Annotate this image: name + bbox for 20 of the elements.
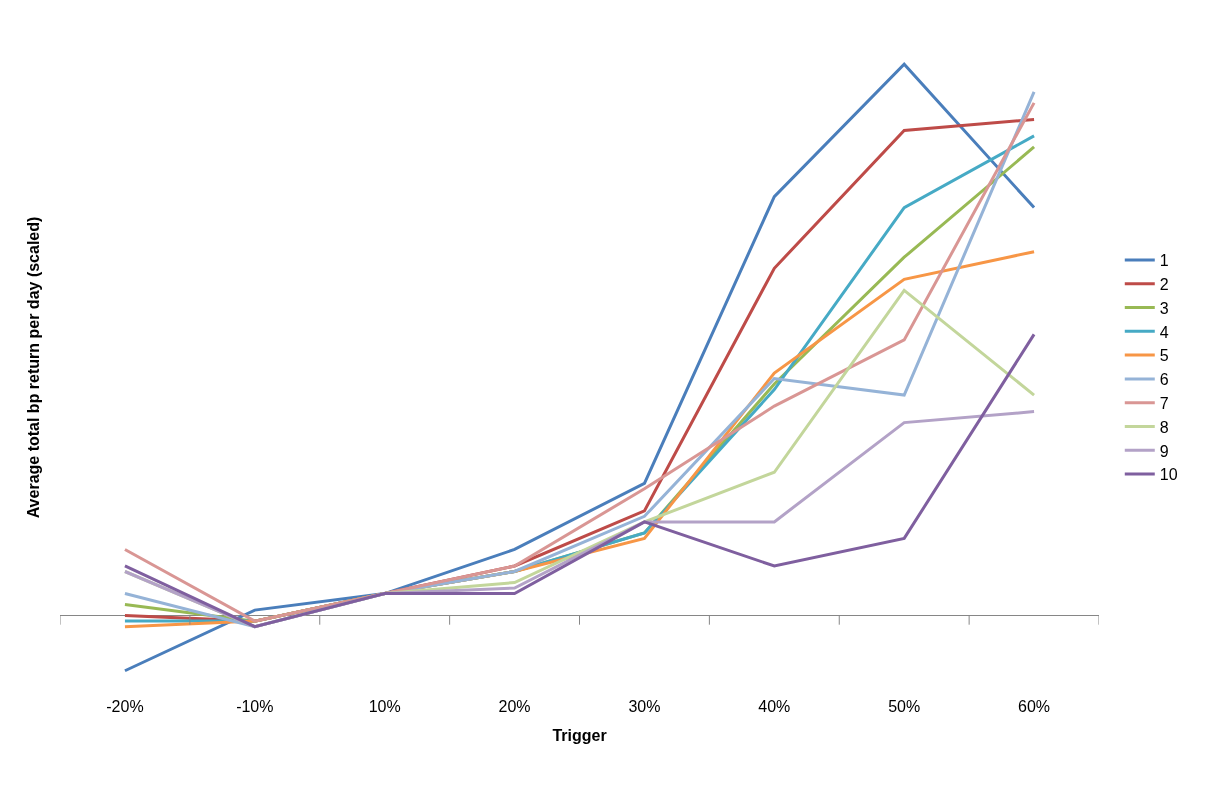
x-tick-label: 30% — [628, 698, 661, 715]
y-axis-title: Average total bp return per day (scaled) — [24, 216, 42, 519]
x-tick-label: 10% — [368, 698, 401, 715]
x-tick-label: 60% — [1018, 698, 1051, 715]
legend-label: 5 — [1159, 347, 1169, 365]
legend-label: 8 — [1159, 418, 1169, 436]
legend-label: 1 — [1159, 252, 1169, 270]
legend-label: 10 — [1159, 466, 1178, 484]
legend-label: 6 — [1159, 371, 1169, 389]
legend-label: 9 — [1159, 442, 1169, 460]
legend-label: 4 — [1159, 323, 1169, 341]
x-tick-label: -10% — [236, 698, 274, 715]
x-axis-title: Trigger — [552, 726, 607, 744]
x-tick-label: 50% — [888, 698, 921, 715]
x-tick-label: 40% — [758, 698, 791, 715]
legend-label: 3 — [1159, 299, 1169, 317]
x-tick-label: -20% — [106, 698, 144, 715]
x-tick-label: 20% — [498, 698, 531, 715]
legend-label: 2 — [1159, 275, 1169, 293]
legend-label: 7 — [1159, 394, 1169, 412]
